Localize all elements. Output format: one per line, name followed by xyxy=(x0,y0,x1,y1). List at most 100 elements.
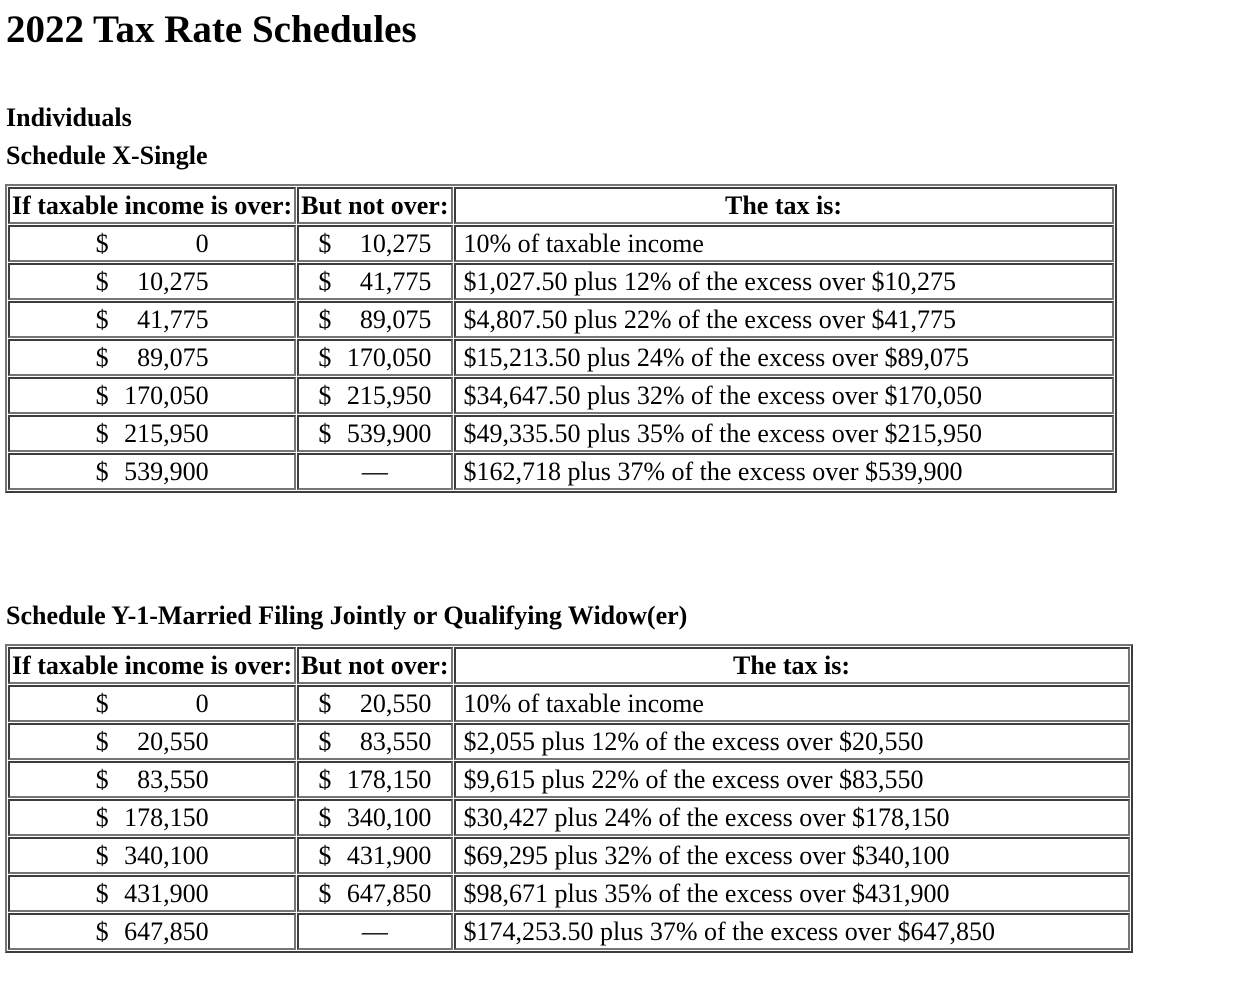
header-tax-is: The tax is: xyxy=(453,646,1130,684)
currency-symbol: $ xyxy=(318,688,332,718)
income-over-cell: $340,100 xyxy=(8,836,297,874)
header-but-not-over: But not over: xyxy=(297,646,453,684)
table-row: $10,275 $41,775 $1,027.50 plus 12% of th… xyxy=(8,262,1114,300)
income-over-cell: $647,850 xyxy=(8,912,297,950)
amount-value: 431,900 xyxy=(124,878,209,908)
amount-value: 215,950 xyxy=(346,380,432,410)
amount-value: 10,275 xyxy=(137,266,209,296)
currency-symbol: $ xyxy=(318,878,332,908)
tax-cell: $174,253.50 plus 37% of the excess over … xyxy=(453,912,1130,950)
amount-value: 83,550 xyxy=(359,726,432,756)
income-over-cell: $178,150 xyxy=(8,798,297,836)
income-over-cell: $170,050 xyxy=(8,376,297,414)
income-over-cell: $89,075 xyxy=(8,338,297,376)
tax-cell: $2,055 plus 12% of the excess over $20,5… xyxy=(453,722,1130,760)
tax-cell: $4,807.50 plus 22% of the excess over $4… xyxy=(453,300,1114,338)
not-over-cell: $340,100 xyxy=(297,798,453,836)
currency-symbol: $ xyxy=(95,878,109,908)
currency-symbol: $ xyxy=(95,456,109,486)
tax-cell: $34,647.50 plus 32% of the excess over $… xyxy=(453,376,1114,414)
amount-value: 647,850 xyxy=(346,878,432,908)
amount-value: 215,950 xyxy=(124,418,209,448)
not-over-cell: $539,900 xyxy=(297,414,453,452)
tax-cell: $49,335.50 plus 35% of the excess over $… xyxy=(453,414,1114,452)
section-heading-individuals: Individuals Schedule X-Single xyxy=(6,99,1238,175)
currency-symbol: $ xyxy=(318,840,332,870)
table-row: $20,550 $83,550 $2,055 plus 12% of the e… xyxy=(8,722,1130,760)
currency-symbol: $ xyxy=(95,688,109,718)
amount-value: 41,775 xyxy=(137,304,209,334)
currency-symbol: $ xyxy=(318,802,332,832)
currency-symbol: $ xyxy=(95,228,109,258)
income-over-cell: $10,275 xyxy=(8,262,297,300)
header-income-over: If taxable income is over: xyxy=(8,186,297,224)
table-header-row: If taxable income is over: But not over:… xyxy=(8,646,1130,684)
not-over-cell: $170,050 xyxy=(297,338,453,376)
currency-symbol: $ xyxy=(95,304,109,334)
amount-value: 89,075 xyxy=(137,342,209,372)
amount-value: 20,550 xyxy=(359,688,432,718)
amount-value: 539,900 xyxy=(346,418,432,448)
currency-symbol: $ xyxy=(95,802,109,832)
table-row: $178,150 $340,100 $30,427 plus 24% of th… xyxy=(8,798,1130,836)
amount-value: 89,075 xyxy=(359,304,432,334)
header-tax-is: The tax is: xyxy=(453,186,1114,224)
table-header-row: If taxable income is over: But not over:… xyxy=(8,186,1114,224)
not-over-cell: $215,950 xyxy=(297,376,453,414)
currency-symbol: $ xyxy=(95,342,109,372)
amount-value: 431,900 xyxy=(346,840,432,870)
amount-value: 10,275 xyxy=(359,228,432,258)
currency-symbol: $ xyxy=(318,764,332,794)
tax-cell: $162,718 plus 37% of the excess over $53… xyxy=(453,452,1114,490)
table-row: $170,050 $215,950 $34,647.50 plus 32% of… xyxy=(8,376,1114,414)
income-over-cell: $539,900 xyxy=(8,452,297,490)
tax-cell: $30,427 plus 24% of the excess over $178… xyxy=(453,798,1130,836)
not-over-cell: $178,150 xyxy=(297,760,453,798)
currency-symbol: $ xyxy=(318,418,332,448)
table-row: $41,775 $89,075 $4,807.50 plus 22% of th… xyxy=(8,300,1114,338)
amount-value: 170,050 xyxy=(346,342,432,372)
amount-value: 647,850 xyxy=(124,916,209,946)
tax-cell: $69,295 plus 32% of the excess over $340… xyxy=(453,836,1130,874)
income-over-cell: $41,775 xyxy=(8,300,297,338)
schedule-y1-table: If taxable income is over: But not over:… xyxy=(5,643,1133,953)
heading-schedule-x-single: Schedule X-Single xyxy=(6,140,208,170)
table-row: $647,850 — $174,253.50 plus 37% of the e… xyxy=(8,912,1130,950)
amount-value: 41,775 xyxy=(359,266,432,296)
currency-symbol: $ xyxy=(318,304,332,334)
amount-value: 340,100 xyxy=(346,802,432,832)
tax-cell: $15,213.50 plus 24% of the excess over $… xyxy=(453,338,1114,376)
amount-value: 0 xyxy=(195,228,209,258)
currency-symbol: $ xyxy=(318,342,332,372)
amount-value: 20,550 xyxy=(137,726,209,756)
tax-cell: 10% of taxable income xyxy=(453,224,1114,262)
income-over-cell: $20,550 xyxy=(8,722,297,760)
table-row: $83,550 $178,150 $9,615 plus 22% of the … xyxy=(8,760,1130,798)
tax-cell: $9,615 plus 22% of the excess over $83,5… xyxy=(453,760,1130,798)
currency-symbol: $ xyxy=(95,380,109,410)
currency-symbol: $ xyxy=(95,266,109,296)
not-over-cell: $89,075 xyxy=(297,300,453,338)
table-row: $340,100 $431,900 $69,295 plus 32% of th… xyxy=(8,836,1130,874)
no-upper-limit-cell: — xyxy=(297,452,453,490)
currency-symbol: $ xyxy=(95,840,109,870)
page-title: 2022 Tax Rate Schedules xyxy=(6,8,417,51)
amount-value: 178,150 xyxy=(124,802,209,832)
header-but-not-over: But not over: xyxy=(297,186,453,224)
not-over-cell: $20,550 xyxy=(297,684,453,722)
not-over-cell: $647,850 xyxy=(297,874,453,912)
currency-symbol: $ xyxy=(95,764,109,794)
currency-symbol: $ xyxy=(318,380,332,410)
table-row: $0 $10,275 10% of taxable income xyxy=(8,224,1114,262)
amount-value: 0 xyxy=(195,688,209,718)
table-row: $539,900 — $162,718 plus 37% of the exce… xyxy=(8,452,1114,490)
tax-cell: 10% of taxable income xyxy=(453,684,1130,722)
currency-symbol: $ xyxy=(318,266,332,296)
not-over-cell: $41,775 xyxy=(297,262,453,300)
amount-value: 178,150 xyxy=(346,764,432,794)
no-upper-limit-cell: — xyxy=(297,912,453,950)
table-row: $215,950 $539,900 $49,335.50 plus 35% of… xyxy=(8,414,1114,452)
currency-symbol: $ xyxy=(95,418,109,448)
not-over-cell: $83,550 xyxy=(297,722,453,760)
